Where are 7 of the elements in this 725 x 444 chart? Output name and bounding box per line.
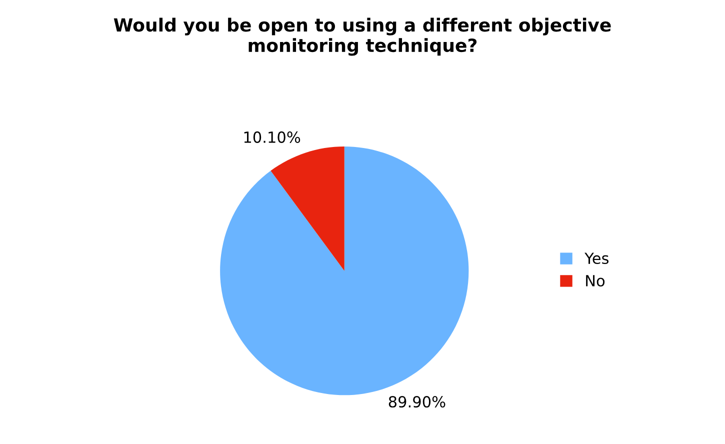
chart-title: Would you be open to using a different objective monitoring technique?: [114, 18, 611, 56]
legend-label: No: [586, 275, 605, 286]
data-label: 10.10%: [244, 131, 300, 143]
legend-label: Yes: [584, 252, 609, 264]
pie-slice: [270, 146, 344, 271]
data-label: 89.90%: [388, 396, 446, 408]
pie-slice: [220, 146, 469, 396]
